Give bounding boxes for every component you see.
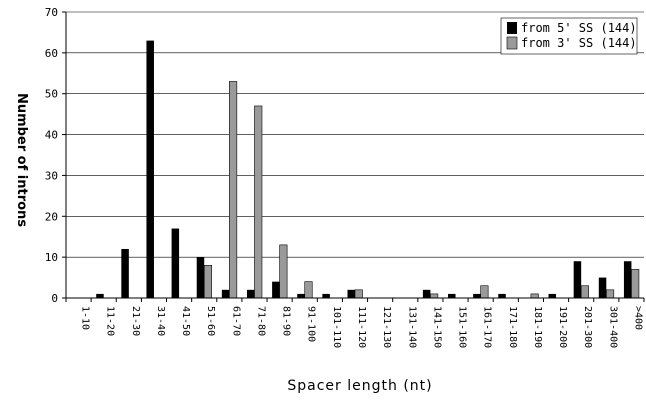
y-axis-label: Number of introns	[14, 93, 29, 227]
x-tick-label: 31-40	[155, 306, 166, 336]
x-tick-label: 301-400	[607, 306, 618, 348]
bar-3ss	[480, 285, 489, 299]
bar-5ss	[422, 289, 431, 298]
bar-3ss	[279, 244, 288, 299]
bar-3ss	[254, 105, 263, 299]
bar-5ss	[146, 40, 154, 298]
x-tick-labels: 1-10 11-20 21-30 31-40 41-50 51-60 61-70 71-80 8…	[80, 306, 644, 348]
bar-3ss	[631, 269, 640, 299]
x-tick-label: 101-110	[331, 306, 342, 348]
y-tick-label: 20	[45, 210, 58, 223]
x-tick-label: 111-120	[356, 306, 367, 348]
x-tick-label: 151-160	[457, 306, 468, 348]
bar-5ss	[221, 289, 230, 298]
bar-5ss	[623, 261, 632, 298]
bar-5ss	[121, 248, 129, 298]
bar-3ss	[606, 289, 615, 299]
legend-swatch-5ss	[507, 22, 517, 34]
x-tick-label: 81-90	[281, 306, 292, 336]
x-tick-label: 181-190	[532, 306, 543, 348]
x-tick-label: 61-70	[230, 306, 241, 336]
x-tick-label: 161-170	[482, 306, 493, 348]
bar-5ss	[573, 261, 582, 298]
bar-3ss	[304, 281, 313, 299]
legend-box	[500, 17, 638, 55]
bar-3ss	[580, 285, 589, 299]
y-tick-label: 0	[51, 292, 58, 305]
x-tick-label: 11-20	[105, 306, 116, 336]
bar-5ss	[171, 228, 180, 298]
y-tick-label: 60	[45, 47, 58, 60]
bar-5ss	[272, 281, 280, 298]
x-tick-label: 141-150	[431, 306, 442, 348]
bar-3ss	[430, 293, 439, 299]
x-tick-label: >400	[632, 306, 643, 330]
y-tick-labels: 0 10 20 30 40 50 60 70	[45, 6, 58, 305]
bar-3ss	[229, 81, 238, 299]
y-tick-label: 50	[45, 88, 58, 101]
bar-3ss	[530, 293, 539, 299]
x-tick-label: 91-100	[306, 306, 317, 342]
y-tick-label: 40	[45, 129, 58, 142]
x-tick-label: 131-140	[406, 306, 417, 348]
x-tick-label: 51-60	[205, 306, 216, 336]
bar-5ss	[196, 257, 205, 298]
bar-3ss	[354, 289, 363, 299]
x-tick-label: 191-200	[557, 306, 568, 348]
y-tick-label: 30	[45, 169, 58, 182]
legend: from 5' SS (144) from 3' SS (144)	[500, 17, 638, 55]
x-tick-label: 1-10	[80, 306, 91, 330]
axes	[62, 11, 645, 302]
x-tick-label: 201-300	[582, 306, 593, 348]
gridlines	[66, 11, 644, 258]
bar-3ss	[203, 265, 213, 299]
bar-5ss	[448, 293, 456, 298]
bar-5ss	[548, 293, 557, 298]
bars	[96, 40, 640, 299]
x-tick-label: 171-180	[507, 306, 518, 348]
y-tick-label: 10	[45, 251, 58, 264]
bar-5ss	[297, 293, 305, 298]
legend-label-5ss: from 5' SS (144)	[521, 21, 637, 35]
legend-swatch-3ss	[506, 36, 518, 50]
legend-label-3ss: from 3' SS (144)	[521, 36, 637, 50]
x-tick-label: 41-50	[180, 306, 191, 336]
bar-5ss	[498, 293, 506, 298]
bar-5ss	[96, 293, 104, 298]
y-tick-label: 70	[45, 6, 58, 19]
bar-5ss	[246, 289, 255, 298]
bar-5ss	[347, 289, 355, 298]
x-tick-label: 71-80	[255, 306, 266, 336]
bar-5ss	[473, 293, 481, 298]
bar-5ss	[598, 277, 607, 298]
bar-5ss	[322, 293, 330, 298]
x-tick-label: 21-30	[130, 306, 141, 336]
x-tick-label: 121-130	[381, 306, 392, 348]
x-axis-label: Spacer length (nt)	[287, 378, 432, 394]
